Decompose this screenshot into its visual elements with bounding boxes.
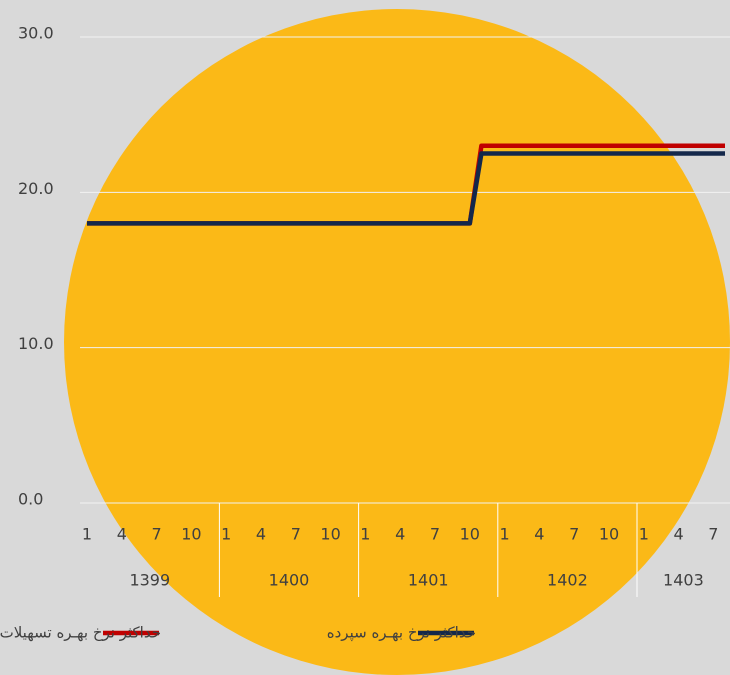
- legend-label: حداکثر نرخ بهـره تسهیلات: [0, 624, 161, 642]
- background-circle: [64, 9, 730, 675]
- x-tick-label: 4: [395, 525, 405, 544]
- x-tick-label: 10: [181, 525, 201, 544]
- x-tick-label: 1: [500, 525, 510, 544]
- x-tick-label: 10: [320, 525, 340, 544]
- y-tick-label: 0.0: [18, 490, 43, 509]
- x-tick-label: 7: [152, 525, 162, 544]
- x-group-label: 1403: [663, 571, 704, 590]
- x-group-label: 1400: [269, 571, 310, 590]
- x-tick-label: 4: [674, 525, 684, 544]
- x-tick-label: 4: [534, 525, 544, 544]
- x-tick-label: 10: [460, 525, 480, 544]
- x-tick-label: 7: [291, 525, 301, 544]
- x-group-label: 1402: [547, 571, 588, 590]
- x-tick-label: 1: [360, 525, 370, 544]
- x-tick-label: 7: [430, 525, 440, 544]
- x-tick-label: 1: [221, 525, 231, 544]
- x-tick-label: 4: [117, 525, 127, 544]
- y-tick-label: 30.0: [18, 24, 54, 43]
- x-tick-label: 10: [599, 525, 619, 544]
- x-group-label: 1399: [129, 571, 170, 590]
- x-tick-label: 7: [569, 525, 579, 544]
- y-tick-label: 10.0: [18, 334, 54, 353]
- x-group-label: 1401: [408, 571, 449, 590]
- x-tick-label: 1: [82, 525, 92, 544]
- y-tick-label: 20.0: [18, 179, 54, 198]
- series-line: [87, 151, 725, 226]
- x-tick-label: 1: [639, 525, 649, 544]
- legend-label: حداکثر نرخ بهـره سپرده: [327, 624, 476, 643]
- x-tick-label: 4: [256, 525, 266, 544]
- x-tick-label: 7: [708, 525, 718, 544]
